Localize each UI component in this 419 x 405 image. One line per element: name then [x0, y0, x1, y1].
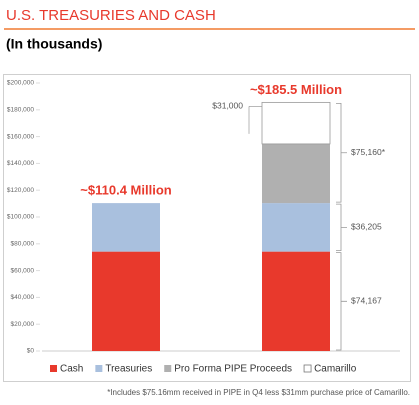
y-tick-label: $120,000 [7, 187, 34, 194]
bar-segment [262, 251, 330, 351]
data-label: $31,000 [212, 101, 243, 111]
legend-label: Treasuries [105, 364, 152, 375]
bracket [336, 102, 347, 203]
y-tick-label: $100,000 [7, 214, 34, 221]
bracket-label: $74,167 [351, 296, 382, 306]
y-tick-label: $200,000 [7, 80, 34, 87]
bar-segment [262, 203, 330, 252]
legend-label: Camarillo [314, 364, 357, 375]
chart-frame [3, 74, 411, 382]
legend-swatch [95, 365, 103, 372]
y-tick-label: $180,000 [7, 107, 34, 114]
bracket [336, 252, 347, 351]
footnote: *Includes $75.16mm received in PIPE in Q… [107, 388, 410, 397]
bar-segment [261, 101, 331, 145]
bracket-label: $36,205 [351, 222, 382, 232]
y-tick-label: $60,000 [11, 267, 35, 274]
bar-segment [92, 251, 160, 351]
total-label: ~$185.5 Million [250, 82, 342, 97]
legend-swatch [50, 365, 57, 372]
y-tick-label: $20,000 [11, 321, 35, 328]
y-tick-label: $40,000 [11, 294, 35, 301]
bar-segment [92, 203, 160, 252]
bracket [336, 203, 347, 252]
chart-subtitle: (In thousands) [6, 36, 102, 52]
bar-segment [262, 143, 330, 204]
chart-title: U.S. TREASURIES AND CASH [6, 7, 216, 24]
y-tick-label: $160,000 [7, 133, 34, 140]
legend-label: Cash [60, 364, 83, 375]
y-tick-label: $140,000 [7, 160, 34, 167]
y-tick-label: $0 [27, 348, 35, 355]
total-label: ~$110.4 Million [80, 183, 171, 198]
bracket-label: $75,160* [351, 147, 386, 157]
y-tick-label: $80,000 [11, 241, 35, 248]
legend-swatch [303, 364, 312, 373]
legend-label: Pro Forma PIPE Proceeds [174, 364, 292, 375]
legend-swatch [164, 365, 172, 372]
